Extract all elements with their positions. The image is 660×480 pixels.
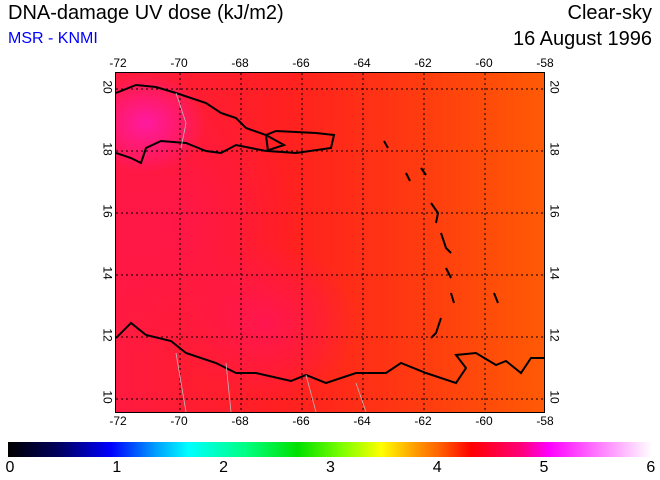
lat-tick-label: 12 [547, 328, 562, 342]
source-label: MSR - KNMI [8, 30, 98, 47]
lat-tick-label: 20 [547, 80, 562, 94]
lon-tick-label: -68 [231, 56, 249, 70]
color-scale-bar [8, 442, 652, 457]
lat-tick-label: 10 [100, 390, 115, 404]
date-label: 16 August 1996 [512, 28, 652, 50]
lon-tick-label: -72 [109, 414, 127, 428]
lon-tick-label: -58 [536, 56, 554, 70]
lon-tick-label: -62 [414, 56, 432, 70]
lat-tick-label: 10 [547, 390, 562, 404]
lesser-antilles [383, 140, 499, 339]
color-scale-label: 1 [112, 459, 122, 476]
condition-label: Clear-sky [567, 2, 652, 24]
lon-tick-label: -60 [475, 56, 493, 70]
lon-tick-label: -72 [109, 56, 127, 70]
lat-tick-label: 20 [100, 80, 115, 94]
lon-tick-label: -70 [170, 56, 188, 70]
lon-tick-label: -64 [353, 414, 371, 428]
coastlines [116, 83, 544, 385]
lon-tick-label: -66 [292, 56, 310, 70]
map-title: DNA-damage UV dose (kJ/m2) [8, 2, 284, 24]
lon-tick-label: -58 [536, 414, 554, 428]
graticule [116, 73, 544, 412]
lon-tick-label: -66 [292, 414, 310, 428]
color-scale-label: 0 [5, 459, 15, 476]
lon-tick-label: -68 [231, 414, 249, 428]
borders [175, 92, 367, 412]
color-scale-label: 2 [219, 459, 229, 476]
puerto-rico-coast [264, 129, 336, 155]
lon-tick-label: -64 [353, 56, 371, 70]
color-scale-label: 4 [432, 459, 442, 476]
lat-tick-label: 14 [100, 266, 115, 280]
lat-tick-label: 16 [100, 204, 115, 218]
lat-tick-label: 16 [547, 204, 562, 218]
lat-tick-label: 18 [547, 142, 562, 156]
hispaniola-coast [116, 83, 287, 165]
color-scale-label: 6 [646, 459, 656, 476]
lon-tick-label: -70 [170, 414, 188, 428]
lat-tick-label: 12 [100, 328, 115, 342]
lon-tick-label: -60 [475, 414, 493, 428]
lat-tick-label: 18 [100, 142, 115, 156]
lon-tick-label: -62 [414, 414, 432, 428]
color-scale-label: 3 [325, 459, 335, 476]
color-scale-label: 5 [539, 459, 549, 476]
venezuela-coast [116, 321, 544, 385]
uv-dose-map [115, 72, 545, 413]
lat-tick-label: 14 [547, 266, 562, 280]
